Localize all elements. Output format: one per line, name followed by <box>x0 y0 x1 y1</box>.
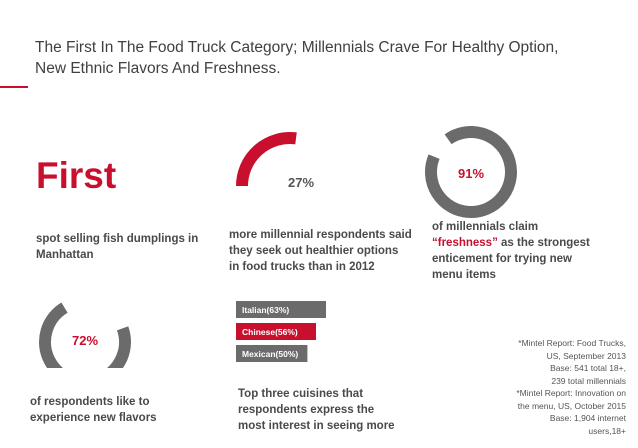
cuisines-desc-line-3: most interest in seeing more <box>238 420 395 432</box>
bar-mexican-label: Mexican(50%) <box>242 349 298 359</box>
source-line: *Mintel Report: Food Trucks, <box>518 338 626 348</box>
source-line: US, September 2013 <box>546 350 626 361</box>
stat-27-desc-line-1: more millennial respondents said <box>229 229 412 241</box>
bar-italian-label: Italian(63%) <box>242 305 289 315</box>
ring-27-label: 27% <box>288 175 314 190</box>
freshness-highlight: “freshness” <box>432 237 498 249</box>
stat-72-desc-line-1: of respondents like to <box>30 396 150 408</box>
source-line: Base: 541 total 18+, <box>550 363 626 373</box>
source-line: *Mintel Report: Innovation on <box>516 388 626 398</box>
source-line: 239 total millennials <box>551 375 626 386</box>
ring-91-label: 91% <box>458 166 484 181</box>
stat-91-desc-line-4: menu items <box>432 269 496 281</box>
stat-72-desc-line-2: experience new flavors <box>30 412 157 424</box>
first-description: spot selling fish dumplings in Manhattan <box>36 231 216 263</box>
cuisine-bar-chart: Italian(63%) Chinese(56%) Mexican(50%) <box>236 301 326 362</box>
source-line: Base: 1,904 internet <box>549 413 626 423</box>
title-accent-rule <box>0 86 28 88</box>
bar-chinese-label: Chinese(56%) <box>242 327 298 337</box>
bar-italian <box>236 301 326 318</box>
first-desc-line-1: spot selling fish dumplings in <box>36 233 199 245</box>
ring-chart-91: 91% <box>425 126 517 218</box>
source-line: the menu, US, October 2015 <box>517 400 626 411</box>
stat-91-desc-line-2-rest: as the strongest <box>497 237 590 249</box>
ring-72-label: 72% <box>72 333 98 348</box>
title-line-1: The First In The Food Truck Category; Mi… <box>35 39 559 56</box>
stat-72-description: of respondents like to experience new fl… <box>30 394 210 426</box>
first-desc-line-2: Manhattan <box>36 249 94 261</box>
cuisines-desc-line-2: respondents express the <box>238 404 375 416</box>
stat-27-description: more millennial respondents said they se… <box>229 227 419 275</box>
stat-27-desc-line-2: they seek out healthier options <box>229 245 399 257</box>
stat-91-description: of millennials claim “freshness” as the … <box>432 219 622 283</box>
cuisines-desc-line-1: Top three cuisines that <box>238 388 364 400</box>
ring-chart-27: 27% <box>236 132 314 190</box>
ring-27-arc <box>236 132 297 187</box>
first-headline: First <box>36 155 117 196</box>
source-notes: *Mintel Report: Food Trucks, US, Septemb… <box>426 337 626 437</box>
stat-27-desc-line-3: in food trucks than in 2012 <box>229 261 375 273</box>
stat-91-desc-line-3: enticement for trying new <box>432 253 572 265</box>
ring-72-arc <box>39 302 131 368</box>
cuisines-description: Top three cuisines that respondents expr… <box>238 386 408 434</box>
source-line: users,18+ <box>588 425 626 436</box>
slide-title: The First In The Food Truck Category; Mi… <box>35 37 615 79</box>
title-line-2: New Ethnic Flavors And Freshness. <box>35 60 281 77</box>
bar-mexican <box>236 345 308 362</box>
stat-91-desc-line-1: of millennials claim <box>432 221 539 233</box>
bar-chinese <box>236 323 316 340</box>
ring-91-arc <box>425 126 517 218</box>
ring-chart-72: 72% <box>39 302 131 368</box>
